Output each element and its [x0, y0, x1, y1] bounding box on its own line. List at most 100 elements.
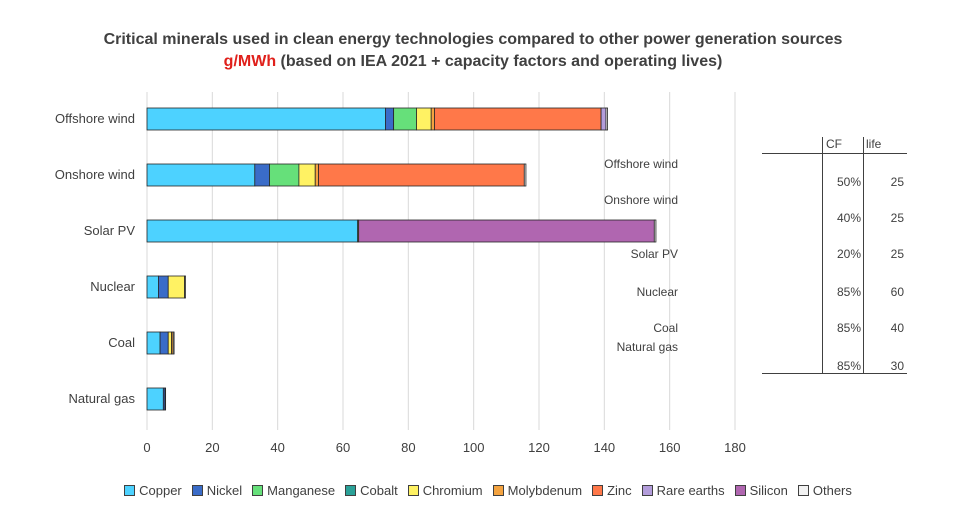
legend-swatch: [641, 485, 653, 496]
legend-item: Zinc: [592, 483, 632, 498]
bar-segment: [385, 107, 395, 131]
bar-segment: [653, 219, 657, 243]
bar-segment: [605, 107, 609, 131]
table-cf-value: 50%: [836, 175, 861, 189]
bar-segment: [146, 219, 359, 243]
legend-item: Rare earths: [641, 483, 725, 498]
bar-segment: [254, 163, 270, 187]
life-header: life: [866, 137, 882, 151]
bar-segment: [164, 387, 167, 411]
x-tick-label: 0: [143, 440, 150, 455]
bar-segment: [167, 275, 185, 299]
legend-label: Silicon: [749, 483, 788, 498]
bar-segment: [298, 163, 316, 187]
category-label: Nuclear: [90, 279, 135, 294]
category-label: Solar PV: [84, 223, 136, 238]
legend-label: Manganese: [267, 483, 336, 498]
legend-swatch: [492, 485, 504, 496]
bar-segment: [600, 107, 607, 131]
bar-segment: [393, 107, 417, 131]
legend-item: Nickel: [191, 483, 243, 498]
table-cf-value: 85%: [836, 359, 861, 373]
chart-subtitle: g/MWh (based on IEA 2021 + capacity fact…: [0, 53, 946, 71]
legend: Copper Nickel Manganese Cobalt Chromium Molyb…: [0, 483, 976, 498]
legend-item: Others: [797, 483, 852, 498]
category-label: Onshore wind: [55, 167, 135, 182]
table-divider: [822, 137, 823, 373]
subtitle-text: (based on IEA 2021 + capacity factors an…: [276, 53, 723, 70]
table-life-value: 60: [890, 285, 904, 299]
x-tick-label: 40: [270, 440, 284, 455]
table-row-name: Natural gas: [616, 340, 678, 354]
bar-segment: [159, 331, 169, 355]
x-tick-label: 140: [593, 440, 615, 455]
table-bottom-rule: [762, 373, 907, 374]
table-life-value: 40: [890, 321, 904, 335]
bar-segment: [416, 107, 432, 131]
legend-label: Rare earths: [656, 483, 725, 498]
legend-swatch: [407, 485, 419, 496]
table-life-value: 30: [890, 359, 904, 373]
legend-swatch: [592, 485, 604, 496]
bar-segment: [358, 219, 655, 243]
table-row-name: Solar PV: [630, 247, 678, 261]
table-cf-value: 40%: [836, 211, 861, 225]
bar-segment: [146, 107, 386, 131]
bar-segment: [146, 387, 164, 411]
bar-segment: [172, 331, 175, 355]
legend-item: Manganese: [252, 483, 335, 498]
bar-segment: [430, 107, 435, 131]
table-cf-value: 85%: [836, 285, 861, 299]
x-tick-label: 100: [463, 440, 485, 455]
category-label: Coal: [108, 335, 135, 350]
bar-segment: [434, 107, 602, 131]
legend-label: Zinc: [607, 483, 632, 498]
legend-label: Nickel: [206, 483, 243, 498]
bar-segment: [146, 163, 256, 187]
table-row-name: Nuclear: [636, 285, 678, 299]
table-cf-value: 20%: [836, 247, 861, 261]
table-life-value: 25: [890, 175, 904, 189]
table-row-name: Offshore wind: [604, 157, 678, 171]
table-header-rule: [762, 153, 907, 154]
bar-segment: [318, 163, 525, 187]
x-tick-label: 80: [401, 440, 415, 455]
legend-label: Cobalt: [360, 483, 398, 498]
chart-title: Critical minerals used in clean energy t…: [103, 31, 843, 48]
bar-segment: [167, 331, 172, 355]
legend-label: Others: [812, 483, 852, 498]
bar-segment: [314, 163, 319, 187]
category-label: Natural gas: [69, 391, 136, 406]
bar-segment: [146, 275, 159, 299]
legend-item: Cobalt: [345, 483, 398, 498]
bar-segment: [146, 331, 161, 355]
table-row-name: Coal: [653, 321, 678, 335]
x-tick-label: 160: [659, 440, 681, 455]
legend-item: Copper: [124, 483, 182, 498]
legend-label: Copper: [139, 483, 182, 498]
x-tick-label: 20: [205, 440, 219, 455]
table-cf-value: 85%: [836, 321, 861, 335]
bar-segment: [269, 163, 300, 187]
legend-swatch: [345, 485, 357, 496]
legend-item: Silicon: [734, 483, 788, 498]
unit-label: g/MWh: [223, 53, 277, 70]
table-life-value: 25: [890, 211, 904, 225]
legend-label: Chromium: [422, 483, 483, 498]
legend-swatch: [734, 485, 746, 496]
table-divider: [863, 137, 864, 373]
legend-swatch: [252, 485, 264, 496]
bar-segment: [184, 275, 186, 299]
table-row-name: Onshore wind: [603, 193, 678, 207]
cf-header: CF: [826, 137, 842, 151]
x-tick-label: 120: [528, 440, 550, 455]
legend-label: Molybdenum: [507, 483, 583, 498]
legend-swatch: [124, 485, 136, 496]
legend-swatch: [191, 485, 203, 496]
category-label: Offshore wind: [55, 111, 135, 126]
legend-item: Chromium: [407, 483, 483, 498]
bar-segment: [523, 163, 527, 187]
legend-swatch: [797, 485, 809, 496]
x-tick-label: 60: [336, 440, 350, 455]
